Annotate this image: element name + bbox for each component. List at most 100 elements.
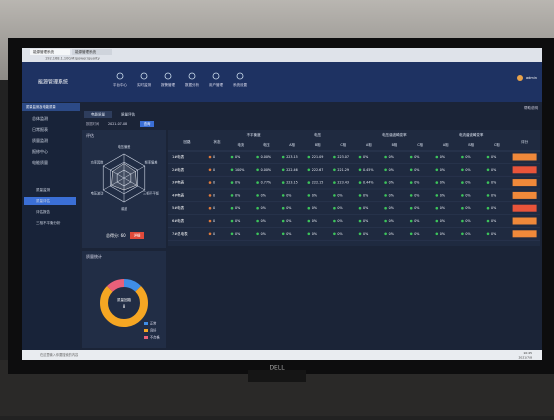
cell-value: 0% (363, 219, 368, 223)
panel-title: 评估 (86, 132, 94, 138)
status-dot (384, 168, 387, 172)
score-button[interactable] (512, 230, 537, 238)
legend-label: 正常 (150, 321, 156, 326)
cell-value: 0% (235, 155, 240, 159)
status-dot (256, 168, 259, 172)
status-dot (409, 155, 413, 159)
tab-label[interactable]: 电能质量 (91, 112, 105, 117)
cell-value: 0% (389, 155, 394, 159)
status-dot (461, 194, 464, 197)
detail-button-label[interactable]: 详细 (134, 233, 141, 238)
sidebar-subitem[interactable]: 质量评估 (36, 198, 50, 203)
nav-icon[interactable] (212, 72, 220, 80)
status-dot (384, 232, 387, 236)
detail-button[interactable] (130, 232, 144, 239)
cell-value: 0% (261, 219, 266, 223)
donut-panel (82, 251, 166, 348)
tab-label[interactable]: 质量评估 (121, 112, 135, 117)
status-dot (230, 219, 234, 223)
radar-spoke (123, 177, 145, 191)
user-name[interactable]: admin (526, 76, 537, 80)
nav-icon[interactable] (236, 72, 244, 80)
status-dot (333, 181, 336, 184)
cell-value: 223.07 (337, 155, 349, 159)
nav-item[interactable]: 用户管理 (209, 82, 223, 87)
browser-tab[interactable] (72, 49, 112, 55)
cell-value: 0% (337, 206, 342, 210)
cell-value: 0% (491, 168, 496, 172)
status-dot (281, 232, 285, 236)
nav-icon[interactable] (116, 72, 124, 80)
status-dot (384, 219, 387, 223)
status-dot (256, 155, 259, 159)
legend-label: 良好 (150, 328, 157, 333)
cell-value: 0% (286, 219, 291, 223)
nav-item[interactable]: 平台中心 (113, 82, 127, 87)
query-button-label[interactable]: 查询 (144, 121, 151, 126)
cell-value: 0% (491, 206, 496, 210)
browser-tab[interactable] (30, 49, 70, 55)
row-name: 2#电表 (172, 167, 185, 172)
nav-icon[interactable] (164, 72, 172, 80)
score-button[interactable] (512, 179, 537, 187)
help-link[interactable]: 帮助说明 (524, 105, 538, 110)
tab[interactable] (114, 111, 142, 118)
nav-item[interactable]: 实时监测 (137, 82, 151, 87)
query-button[interactable] (140, 121, 154, 127)
status-dot (208, 181, 212, 184)
cell-value: 0% (440, 232, 445, 236)
cell-value: 222.67 (312, 168, 324, 172)
cell-value: 0% (312, 206, 317, 210)
status-dot (358, 232, 362, 236)
cell-value: 0% (389, 206, 394, 210)
cell-value: 0.77% (261, 181, 271, 185)
cell-value: 0% (235, 193, 240, 197)
cell-value: 0% (414, 168, 419, 172)
donut-center-label: 质量回路 (117, 297, 131, 302)
legend-swatch (144, 329, 148, 332)
cell-value: 0% (337, 232, 342, 236)
nav-item[interactable]: 报警管理 (161, 82, 175, 87)
cell-value: 0% (465, 219, 470, 223)
sidebar-item[interactable]: 总体监测 (32, 115, 48, 121)
filter-label: 数据时间 (86, 121, 99, 126)
score-button[interactable] (512, 191, 537, 199)
avatar (517, 75, 523, 81)
score-button[interactable] (512, 217, 537, 225)
cell-value: 0% (363, 193, 368, 197)
cell-value: 0% (286, 206, 291, 210)
nav-icon[interactable] (140, 72, 148, 80)
status-dot (384, 206, 387, 210)
score-button[interactable] (512, 166, 537, 174)
status-dot (307, 219, 311, 223)
nav-item[interactable]: 系统设置 (233, 82, 247, 87)
sidebar-item[interactable]: 电能质量 (32, 159, 48, 165)
sidebar-item[interactable]: 报修中心 (32, 148, 48, 154)
cell-value: 0% (414, 193, 419, 197)
status-dot (256, 219, 259, 223)
status-dot (208, 168, 212, 172)
score-button[interactable] (512, 204, 537, 212)
cell-value: 0% (491, 232, 496, 236)
sidebar-item[interactable]: 日常报表 (32, 126, 48, 132)
status-dot (435, 194, 439, 197)
sidebar-subitem[interactable]: 质量监测 (36, 187, 50, 192)
tab[interactable] (84, 111, 112, 118)
donut-slice (123, 279, 141, 292)
sidebar-item[interactable]: 质量监测 (32, 137, 48, 143)
radar-axis-label: 频率偏差 (145, 159, 158, 164)
sidebar-subitem[interactable]: 三相不平衡分析 (36, 220, 61, 225)
cell-value: 0% (440, 193, 445, 197)
taskbar-search[interactable]: 在这里输入你要搜索的内容 (40, 352, 79, 357)
nav-icon[interactable] (188, 72, 196, 80)
status-dot (281, 168, 285, 172)
browser-tab-title: 能源管理系统 (33, 49, 54, 54)
app-title: 能源管理系统 (38, 79, 68, 86)
status-dot (486, 232, 490, 236)
cell-value: 0% (491, 193, 496, 197)
status-dot (435, 219, 439, 223)
cell-value: 0 (213, 232, 215, 236)
score-button[interactable] (512, 153, 537, 161)
nav-item[interactable]: 数据分析 (185, 82, 199, 87)
sidebar-subitem[interactable]: 评估报告 (36, 209, 50, 214)
